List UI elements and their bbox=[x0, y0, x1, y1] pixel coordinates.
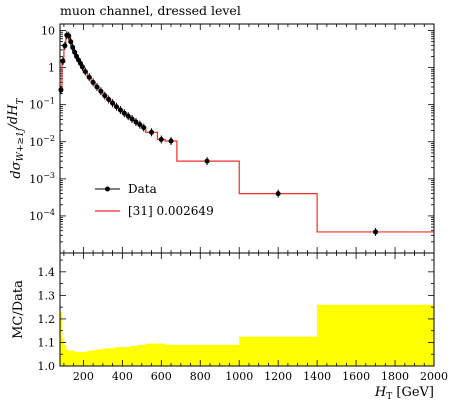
ratio-band-bin bbox=[110, 348, 115, 366]
data-point bbox=[129, 116, 135, 122]
x-tick-label: 1600 bbox=[342, 370, 370, 383]
x-tick-label: 800 bbox=[190, 370, 211, 383]
ratio-band-bin bbox=[126, 347, 131, 366]
data-point bbox=[60, 58, 66, 64]
ratio-band-bin bbox=[114, 347, 119, 366]
ratio-y-tick-label: 1.1 bbox=[38, 336, 56, 349]
ratio-band-bin bbox=[118, 347, 123, 366]
data-point bbox=[72, 49, 78, 55]
main-frame bbox=[59, 23, 435, 254]
data-point bbox=[68, 39, 74, 45]
data-point bbox=[90, 79, 96, 85]
data-point bbox=[110, 100, 116, 106]
data-point bbox=[113, 104, 119, 110]
ratio-band-bin bbox=[130, 345, 135, 366]
ratio-frame bbox=[59, 252, 435, 367]
data-point bbox=[149, 129, 155, 135]
ratio-band-bin bbox=[73, 351, 76, 366]
data-point bbox=[79, 64, 85, 70]
data-point bbox=[137, 122, 143, 128]
y-tick-label: 10−4 bbox=[29, 208, 55, 223]
data-point bbox=[117, 107, 123, 113]
ratio-band-bin bbox=[165, 344, 178, 366]
data-point bbox=[141, 125, 147, 131]
x-tick-label: 2000 bbox=[420, 370, 448, 383]
data-point bbox=[106, 96, 112, 102]
ratio-band-bin bbox=[75, 351, 78, 366]
x-tick-label: 1800 bbox=[381, 370, 409, 383]
data-point bbox=[133, 119, 139, 125]
data-point bbox=[58, 87, 64, 93]
ratio-band-bin bbox=[176, 344, 240, 366]
y-tick-label: 10 bbox=[41, 25, 55, 38]
data-point bbox=[86, 74, 92, 80]
ratio-band-bin bbox=[69, 350, 73, 366]
ratio-y-tick-label: 1.0 bbox=[38, 360, 56, 373]
ratio-band-bin bbox=[106, 348, 112, 366]
legend-data-marker bbox=[105, 186, 110, 192]
ratio-band-bin bbox=[134, 345, 139, 366]
ratio-band-bin bbox=[79, 351, 82, 366]
ratio-band-bin bbox=[95, 349, 100, 366]
data-point bbox=[204, 158, 210, 164]
ratio-y-axis-label: MC/Data bbox=[11, 280, 26, 339]
ratio-band-bin bbox=[317, 304, 435, 366]
ratio-band-bin bbox=[91, 350, 96, 366]
ratio-band-bin bbox=[77, 351, 80, 366]
y-tick-label: 10−2 bbox=[29, 134, 55, 149]
data-point bbox=[82, 69, 88, 75]
ratio-band-bin bbox=[67, 350, 71, 366]
ratio-band-bin bbox=[83, 351, 88, 366]
ratio-band-bin bbox=[122, 347, 127, 366]
legend-mc-label: [31] 0.002649 bbox=[128, 204, 214, 218]
data-point bbox=[70, 44, 76, 50]
ratio-band-bin bbox=[98, 349, 104, 366]
ratio-band-bin bbox=[81, 351, 84, 366]
ratio-band-bin bbox=[65, 349, 69, 366]
data-point bbox=[168, 138, 174, 144]
y-axis-label: dσW+≥1j/dHT bbox=[6, 97, 26, 178]
data-point bbox=[275, 191, 281, 197]
ratio-band-bin bbox=[87, 350, 92, 366]
y-tick-label: 10−3 bbox=[29, 171, 55, 186]
ratio-y-tick-label: 1.3 bbox=[38, 289, 56, 302]
mc-series-line bbox=[60, 34, 434, 233]
ratio-band-bin bbox=[61, 337, 65, 366]
x-axis-label: HT [GeV] bbox=[374, 385, 434, 402]
ratio-band-bin bbox=[71, 350, 75, 366]
x-tick-label: 400 bbox=[112, 370, 133, 383]
data-point bbox=[125, 113, 131, 119]
data-point bbox=[94, 84, 100, 90]
data-point bbox=[373, 229, 379, 235]
ratio-band-bin bbox=[102, 348, 108, 366]
x-tick-label: 1000 bbox=[225, 370, 253, 383]
data-point bbox=[62, 43, 68, 49]
y-tick-label: 10−1 bbox=[29, 97, 55, 112]
ratio-plot: 1.0 1.1 1.2 1.3 1.4 200 400 600 800 1000 1200 1400 1… bbox=[11, 252, 448, 402]
x-tick-label: 1200 bbox=[264, 370, 292, 383]
main-plot: 10 1 10−1 10−2 10−3 10−4 dσW+≥1j/dHT Data [31] 0… bbox=[6, 23, 435, 254]
x-tick-label: 1400 bbox=[303, 370, 331, 383]
y-tick-label: 1 bbox=[48, 62, 55, 75]
ratio-band-bin bbox=[60, 311, 63, 366]
ratio-band-bin bbox=[141, 344, 147, 366]
data-point bbox=[158, 137, 164, 143]
data-point bbox=[121, 110, 127, 116]
chart-title: muon channel, dressed level bbox=[60, 3, 241, 18]
x-tick-label: 600 bbox=[151, 370, 172, 383]
x-tick-label: 200 bbox=[73, 370, 94, 383]
data-point bbox=[102, 93, 108, 99]
ratio-band-bin bbox=[145, 343, 158, 366]
ratio-y-tick-label: 1.2 bbox=[38, 313, 56, 326]
legend-data-label: Data bbox=[128, 182, 157, 196]
ratio-band-bin bbox=[137, 344, 143, 366]
data-point bbox=[98, 88, 104, 94]
data-point bbox=[66, 33, 72, 39]
ratio-band-bin bbox=[157, 343, 166, 366]
ratio-y-tick-label: 1.4 bbox=[38, 266, 56, 279]
ratio-band-bin bbox=[63, 344, 67, 366]
